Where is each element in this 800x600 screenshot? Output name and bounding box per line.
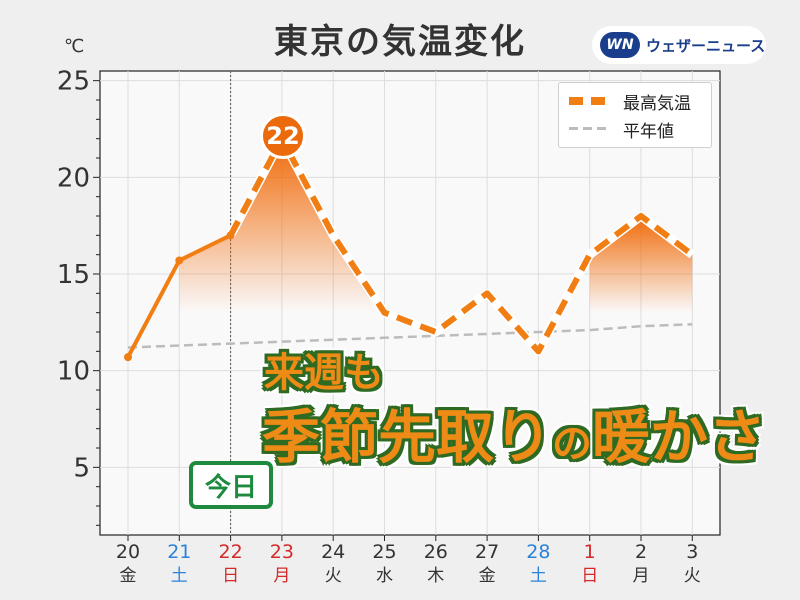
headline-line-1: 来週も: [264, 350, 384, 396]
headline-line-2: 季節先取りの暖かさ: [262, 390, 766, 474]
x-tick-label-date: 1: [584, 541, 596, 563]
x-tick-label-weekday: 土: [530, 566, 547, 586]
legend-item-max-temp: 最高気温: [559, 89, 711, 114]
headline-part: 季節先取り: [262, 403, 553, 471]
legend-label: 平年値: [623, 121, 674, 142]
y-tick-label: 15: [57, 260, 90, 290]
x-tick-label-weekday: 土: [171, 566, 188, 586]
x-tick-label-date: 23: [270, 541, 294, 563]
data-point: [226, 231, 235, 240]
peak-value-badge: 22: [260, 113, 306, 159]
x-tick-label-weekday: 月: [273, 566, 290, 586]
x-tick-label-date: 22: [219, 541, 243, 563]
chart-legend: 最高気温 平年値: [558, 82, 712, 148]
page-title: 東京の気温変化: [274, 22, 526, 62]
headline-part: の: [552, 421, 593, 467]
warm-fill-region: [179, 138, 385, 313]
x-tick-label-date: 2: [635, 541, 647, 563]
x-axis: 20 金 21 土 22 日 23 月 24 火 25 水 26 木 27 金 28 土 1 日 2 月 3 火: [116, 535, 701, 586]
data-point: [175, 256, 184, 265]
x-tick-label-date: 24: [321, 541, 345, 563]
legend-label: 最高気温: [623, 93, 691, 114]
x-tick-label-date: 20: [116, 541, 140, 563]
x-tick-label-weekday: 日: [222, 566, 239, 586]
x-tick-label-weekday: 金: [479, 566, 496, 586]
x-tick-label-weekday: 金: [120, 566, 137, 586]
x-tick-label-date: 25: [372, 541, 396, 563]
legend-swatch-normal: [569, 127, 611, 130]
x-tick-label-weekday: 木: [427, 566, 444, 586]
x-tick-label-weekday: 日: [581, 566, 598, 586]
brand-logo: WN ウェザーニュース: [592, 26, 766, 64]
brand-name: ウェザーニュース: [646, 36, 766, 55]
x-tick-label-weekday: 火: [325, 566, 342, 586]
x-tick-label-date: 28: [526, 541, 550, 563]
x-tick-label-date: 3: [686, 541, 698, 563]
x-tick-label-date: 21: [167, 541, 191, 563]
series-line-normal: [127, 323, 693, 349]
headline-part: 暖かさ: [592, 403, 767, 471]
y-tick-label: 25: [57, 67, 90, 97]
data-point: [124, 353, 132, 362]
x-tick-label-weekday: 水: [376, 566, 393, 586]
series-line-forecast: [227, 135, 695, 355]
x-tick-label-date: 26: [424, 541, 448, 563]
y-tick-label: 20: [57, 163, 90, 193]
y-tick-label: 5: [73, 453, 90, 483]
x-tick-label-weekday: 月: [633, 566, 650, 586]
x-tick-label-date: 27: [475, 541, 499, 563]
y-axis-unit: ℃: [64, 36, 85, 57]
weathernews-logo-icon: WN: [600, 32, 640, 58]
y-axis: 5 10 15 20 25: [57, 67, 100, 526]
legend-item-normal: 平年値: [559, 117, 711, 142]
legend-swatch-max-temp: [569, 97, 611, 105]
y-tick-label: 10: [57, 357, 90, 387]
today-badge: 今日: [189, 461, 273, 509]
x-tick-label-weekday: 火: [684, 566, 701, 586]
